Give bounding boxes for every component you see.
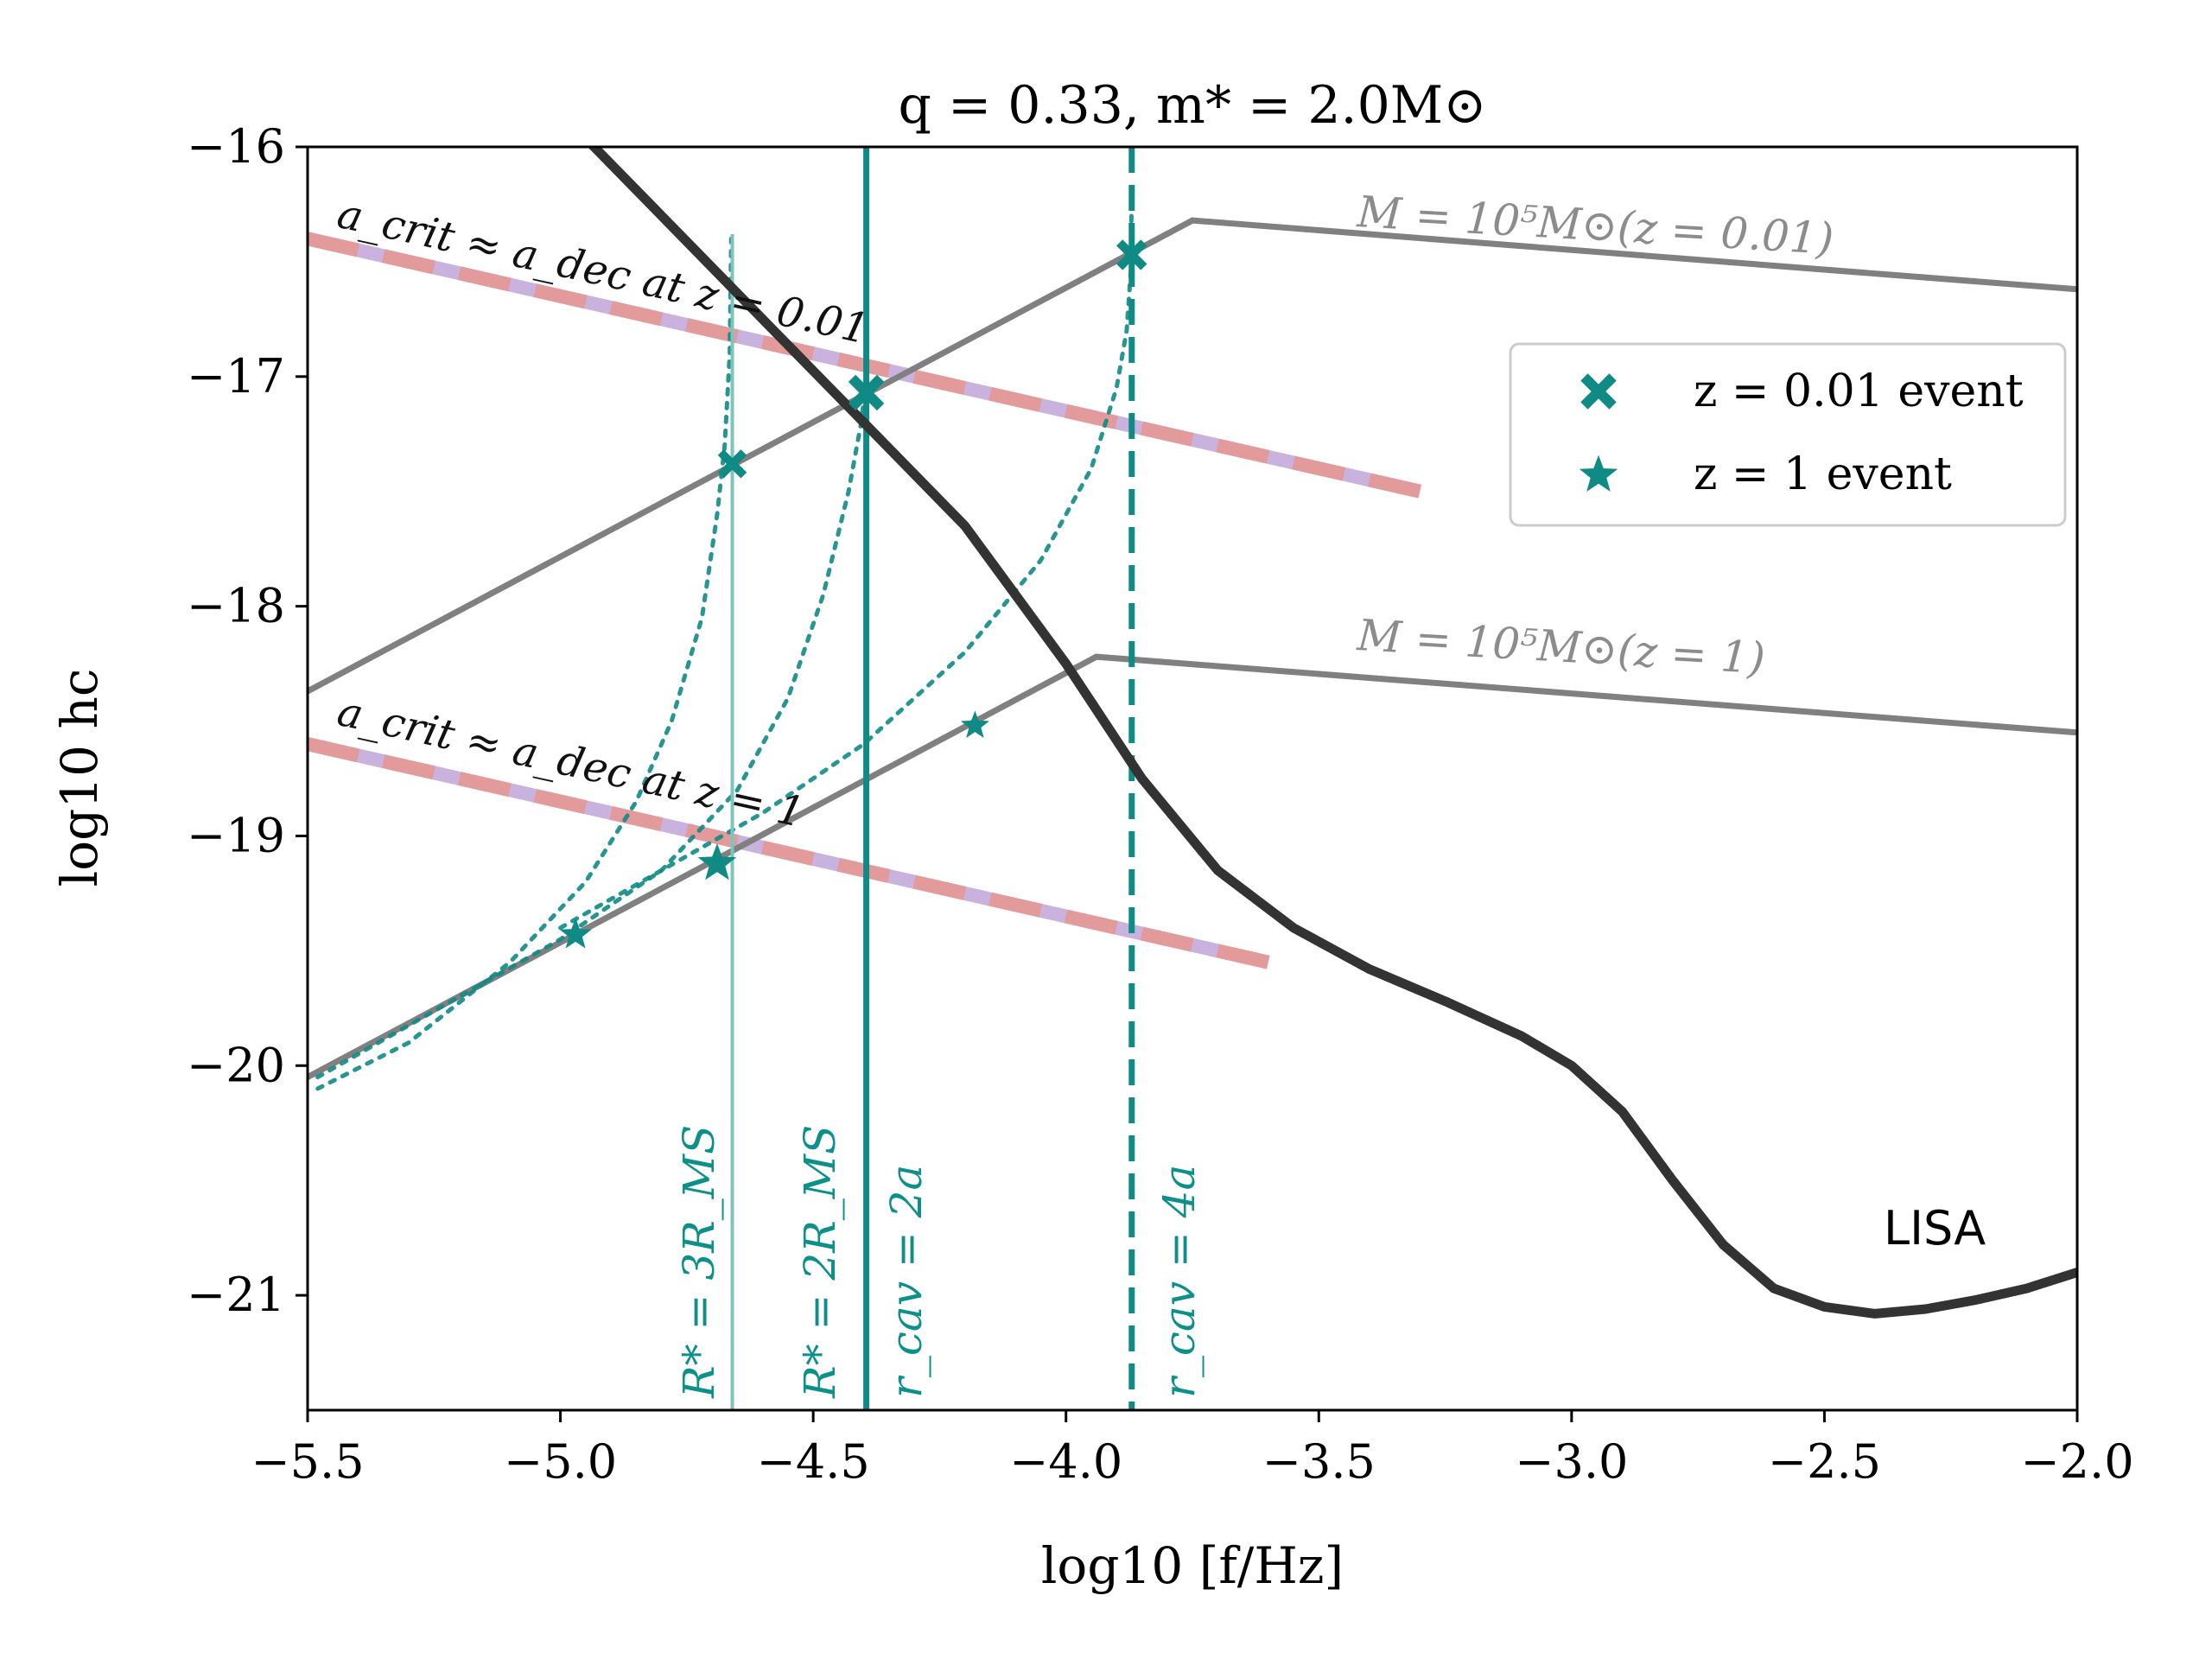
marker-z001-0: [717, 449, 747, 479]
legend: z = 0.01 event z = 1 event: [1509, 342, 2067, 527]
x-tick-label-7: −2.0: [2020, 1434, 2133, 1489]
lisa-label: LISA: [1884, 1201, 1986, 1255]
y-tick-label-3: −19: [187, 808, 285, 862]
x-tick-label-3: −4.0: [1009, 1434, 1122, 1489]
legend-box: [1509, 342, 2067, 527]
chart-title: q = 0.33, m* = 2.0M⊙: [898, 75, 1486, 136]
y-tick-label-2: −18: [187, 579, 285, 633]
dotted-track-1: [315, 385, 868, 1080]
acrit-line-1: [308, 737, 1270, 969]
legend-label-z001: z = 0.01 event: [1694, 365, 2024, 417]
x-tick-label-6: −2.5: [1768, 1434, 1881, 1489]
axes-frame: [306, 145, 2079, 1412]
marker-z1-2: [960, 710, 989, 738]
y-tick-label-5: −21: [187, 1268, 285, 1322]
x-tick-label-0: −5.5: [251, 1434, 364, 1489]
axis-ticks: −5.5 −5.0 −4.5 −4.0 −3.5 −3.0 −2.5 −2.0 −16 −17 −1…: [187, 119, 2134, 1489]
x-tick-label-4: −3.5: [1262, 1434, 1376, 1489]
marker-z1-1: [697, 842, 737, 880]
y-axis-label: log10 hc: [50, 669, 109, 887]
vline-label-rcav4a: r_cav = 4a: [1154, 1165, 1205, 1398]
plot-area: [308, 147, 2077, 1410]
x-tick-label-5: −3.0: [1515, 1434, 1628, 1489]
marker-z001-1: [848, 374, 885, 411]
lisa-curve: [587, 147, 2077, 1319]
vline-label-3rms: R* = 3R_MS: [674, 1125, 724, 1399]
source-track-0: [308, 217, 2077, 695]
dotted-track-0: [315, 236, 734, 1091]
vline-label-2rms: R* = 2R_MS: [795, 1125, 845, 1399]
marker-layer: [559, 239, 1147, 949]
legend-marker-z1: [1579, 454, 1618, 492]
vline-label-rcav2a: r_cav = 2a: [881, 1165, 931, 1398]
dotted-track-2: [558, 190, 1135, 931]
x-tick-label-2: −4.5: [757, 1434, 870, 1489]
x-axis-label: log10 [f/Hz]: [1041, 1536, 1344, 1595]
y-tick-label-1: −17: [187, 349, 285, 404]
legend-label-z1: z = 1 event: [1694, 448, 1952, 500]
y-tick-label-4: −20: [187, 1038, 285, 1092]
marker-z1-0: [559, 918, 592, 949]
legend-marker-z001: [1580, 373, 1617, 410]
y-tick-label-0: −16: [187, 119, 285, 174]
marker-z001-2: [1116, 239, 1147, 270]
x-tick-label-1: −5.0: [504, 1434, 617, 1489]
